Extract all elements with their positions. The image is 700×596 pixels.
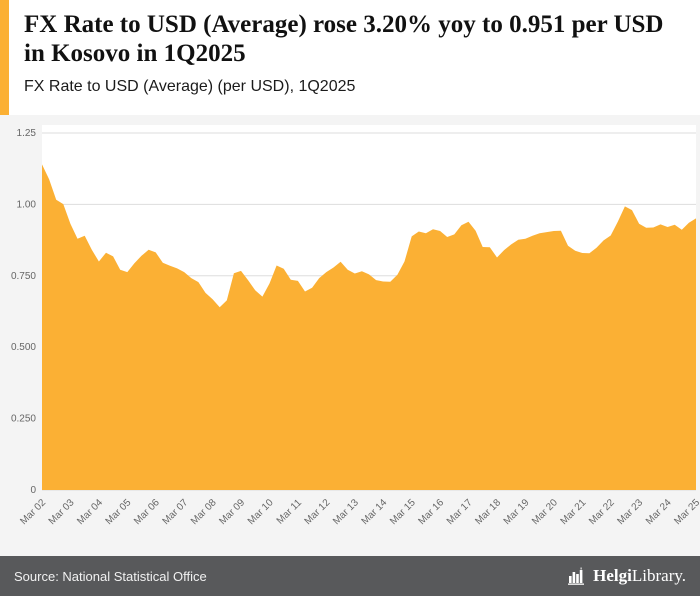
svg-text:Mar 02: Mar 02 [18,497,48,527]
svg-text:Mar 06: Mar 06 [132,497,162,527]
svg-text:Mar 03: Mar 03 [47,497,77,527]
svg-text:Mar 25: Mar 25 [672,497,700,527]
svg-text:Mar 17: Mar 17 [445,497,475,527]
page-title: FX Rate to USD (Average) rose 3.20% yoy … [24,11,664,68]
y-axis-labels: 0 0.250 0.500 0.750 1.00 1.25 [11,128,36,496]
helgilibrary-logo-icon [568,567,585,585]
svg-text:Mar 16: Mar 16 [416,497,446,527]
source-note: Source: National Statistical Office [14,568,207,584]
svg-text:Mar 08: Mar 08 [189,497,219,527]
svg-text:0: 0 [30,485,36,496]
svg-text:Mar 09: Mar 09 [217,497,247,527]
header: FX Rate to USD (Average) rose 3.20% yoy … [0,0,700,115]
svg-text:Mar 07: Mar 07 [161,497,191,527]
chart-section: 0 0.250 0.500 0.750 1.00 1.25 Mar 02 Mar 03 Mar … [0,115,700,556]
svg-text:Mar 04: Mar 04 [75,497,105,527]
svg-text:0.750: 0.750 [11,271,36,282]
svg-text:Mar 05: Mar 05 [104,497,134,527]
svg-text:Mar 15: Mar 15 [388,497,418,527]
brand-bold: Helgi [593,566,632,585]
svg-text:Mar 20: Mar 20 [530,497,560,527]
helgilibrary-logo: HelgiLibrary. [568,566,686,586]
svg-text:1.00: 1.00 [17,199,37,210]
svg-text:Mar 21: Mar 21 [559,497,589,527]
svg-text:Mar 13: Mar 13 [331,497,361,527]
svg-text:Mar 10: Mar 10 [246,497,276,527]
brand-wordmark: HelgiLibrary. [593,566,686,586]
svg-text:Mar 19: Mar 19 [502,497,532,527]
chart-subtitle: FX Rate to USD (Average) (per USD), 1Q20… [24,77,356,95]
svg-text:1.25: 1.25 [17,128,37,139]
svg-text:0.500: 0.500 [11,342,36,353]
area-series [42,164,696,490]
svg-text:Mar 24: Mar 24 [644,497,674,527]
accent-bar [0,0,9,115]
svg-text:Mar 22: Mar 22 [587,497,617,527]
footer: Source: National Statistical Office Helg… [0,556,700,596]
svg-text:Mar 23: Mar 23 [615,497,645,527]
svg-text:0.250: 0.250 [11,414,36,425]
svg-text:Mar 14: Mar 14 [360,497,390,527]
svg-text:Mar 11: Mar 11 [275,497,305,527]
svg-text:Mar 18: Mar 18 [473,497,503,527]
svg-text:Mar 12: Mar 12 [303,497,333,527]
brand-rest: Library. [631,566,686,585]
